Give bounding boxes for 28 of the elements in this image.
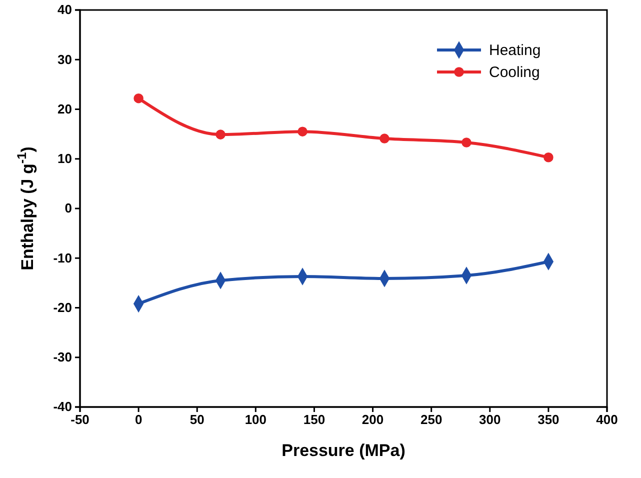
x-tick-label: 150 — [303, 412, 326, 428]
legend-label: Heating — [489, 42, 541, 59]
point — [462, 138, 472, 148]
x-tick-label: -50 — [70, 412, 90, 428]
x-tick-label: 350 — [538, 412, 560, 428]
x-tick-label: 100 — [244, 412, 267, 428]
legend-label: Cooling — [489, 64, 540, 81]
x-tick-label: 400 — [596, 412, 618, 428]
y-tick-label: 20 — [58, 101, 72, 116]
y-tick-label: 0 — [64, 200, 72, 216]
x-axis-title: Pressure (MPa) — [282, 441, 406, 460]
point — [134, 93, 144, 104]
point — [216, 130, 226, 140]
x-tick-label: 50 — [190, 412, 204, 428]
x-tick-label: 250 — [420, 412, 442, 428]
x-tick-label: 300 — [479, 412, 501, 428]
y-tick-label: -20 — [53, 300, 72, 315]
y-tick-label: 30 — [58, 52, 72, 67]
x-tick-label: 0 — [134, 412, 142, 428]
x-tick-label: 200 — [362, 412, 384, 428]
y-tick-label: 40 — [58, 2, 72, 18]
y-tick-label: -10 — [53, 250, 72, 266]
y-tick-label: -30 — [53, 350, 72, 365]
point — [298, 126, 308, 136]
point — [380, 134, 390, 144]
point — [544, 152, 554, 162]
y-tick-label: -40 — [53, 399, 72, 414]
y-tick-label: 10 — [58, 151, 72, 166]
